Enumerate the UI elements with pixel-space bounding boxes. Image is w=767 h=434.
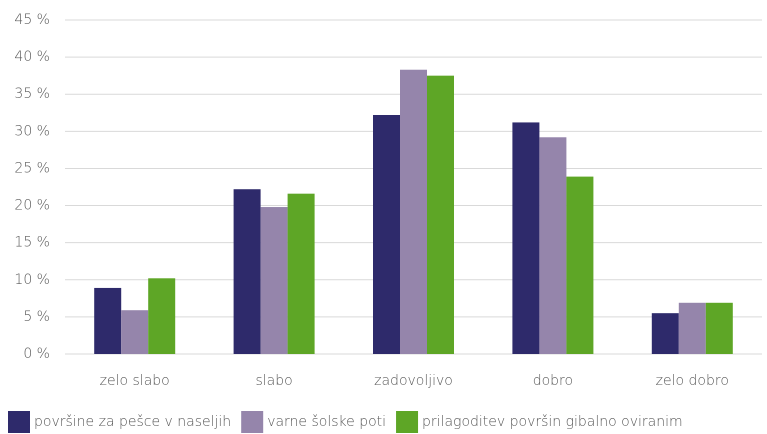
bar	[705, 302, 733, 354]
bar	[287, 193, 315, 354]
legend-label: varne šolske poti	[267, 414, 386, 430]
bar	[233, 189, 261, 354]
legend-swatch	[8, 411, 30, 433]
y-tick-label: 30 %	[14, 123, 50, 139]
bar	[566, 176, 594, 354]
x-tick-label: zelo slabo	[100, 373, 170, 389]
bar	[400, 69, 427, 355]
y-tick-label: 25 %	[14, 160, 50, 176]
legend-swatch	[396, 411, 419, 433]
x-tick-label: slabo	[255, 373, 292, 389]
legend-label: površine za pešce v naseljih	[34, 414, 231, 430]
legend-swatch	[241, 411, 264, 433]
bar	[148, 278, 176, 354]
y-tick-label: 35 %	[14, 86, 50, 102]
bar	[373, 115, 400, 354]
x-tick-label: zadovoljivo	[374, 373, 453, 389]
x-tick-label: zelo dobro	[656, 373, 729, 389]
legend-label: prilagoditev površin gibalno oviranim	[422, 414, 683, 430]
y-tick-label: 40 %	[14, 49, 50, 65]
y-tick-label: 5 %	[23, 309, 50, 325]
bar	[539, 137, 567, 354]
y-tick-label: 20 %	[14, 198, 50, 214]
y-tick-label: 45 %	[14, 12, 50, 28]
bar	[94, 287, 122, 354]
bar	[427, 75, 454, 355]
bar	[260, 207, 288, 354]
y-tick-label: 0 %	[23, 346, 50, 362]
x-tick-label: dobro	[533, 373, 573, 389]
bar	[651, 313, 679, 354]
y-tick-label: 10 %	[14, 272, 50, 288]
y-tick-label: 15 %	[14, 235, 50, 251]
bar	[121, 310, 149, 354]
bar	[678, 302, 706, 354]
bar	[512, 122, 540, 354]
